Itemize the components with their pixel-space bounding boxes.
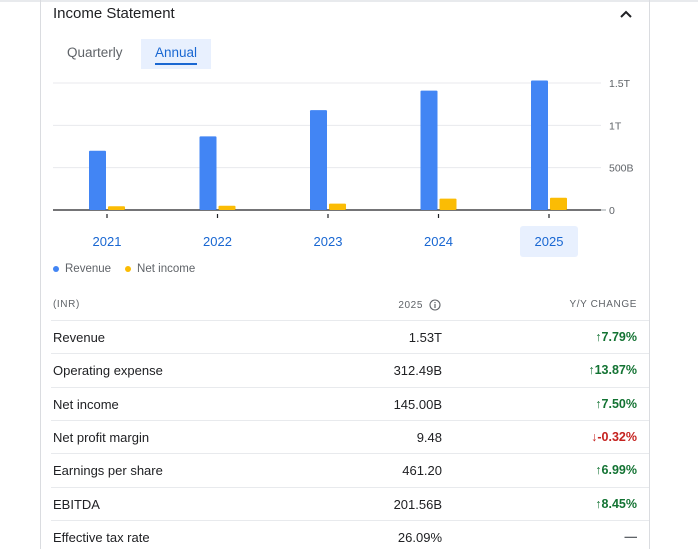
year-label-2024[interactable]: 2024 — [424, 234, 453, 249]
legend-net-income-label: Net income — [137, 263, 196, 275]
revenue-bar — [199, 136, 217, 210]
tab-annual[interactable]: Annual — [141, 39, 211, 69]
card-title: Income Statement — [53, 5, 175, 22]
table-header-year: 2025 — [398, 299, 441, 311]
table-row: Effective tax rate 26.09% — — [51, 519, 649, 554]
table-row: Revenue 1.53T ↑7.79% — [51, 320, 649, 354]
tab-quarterly[interactable]: Quarterly — [67, 45, 123, 60]
revenue-bar — [310, 110, 327, 210]
net-income-bar — [439, 198, 457, 210]
income-statement-card: Income Statement Quarterly Annual 0 500B 1… — [40, 0, 650, 549]
row-label: Earnings per share — [53, 463, 163, 479]
top-divider — [0, 0, 698, 2]
year-label-2023[interactable]: 2023 — [313, 234, 343, 249]
row-change: ↑6.99% — [595, 463, 637, 478]
legend-revenue: Revenue — [53, 263, 111, 275]
table-row: Net profit margin 9.48 ↓-0.32% — [51, 419, 649, 454]
table-header-currency: (INR) — [53, 299, 80, 310]
chevron-up-icon[interactable] — [617, 6, 635, 24]
active-tab-indicator — [155, 63, 197, 65]
year-label-2022[interactable]: 2022 — [203, 234, 232, 249]
table-row: Operating expense 312.49B ↑13.87% — [51, 353, 649, 387]
row-change: ↑7.50% — [595, 396, 637, 411]
net-income-bar — [108, 206, 125, 210]
row-change: ↓-0.32% — [591, 429, 637, 444]
year-label-2021[interactable]: 2021 — [92, 234, 122, 249]
chart-legend: Revenue Net income — [53, 263, 195, 275]
net-income-bar — [550, 197, 567, 210]
net-income-dot-icon — [125, 266, 132, 272]
net-income-bar — [218, 205, 236, 210]
row-label: Revenue — [53, 330, 106, 345]
revenue-bar — [420, 90, 438, 210]
table-row: EBITDA 201.56B ↑8.45% — [51, 486, 649, 521]
row-value: 461.20 — [402, 463, 442, 479]
row-label: Net profit margin — [53, 429, 150, 445]
row-value: 312.49B — [393, 363, 442, 379]
legend-revenue-label: Revenue — [65, 263, 112, 275]
row-change: ↑7.79% — [595, 330, 637, 344]
table-row: Net income 145.00B ↑7.50% — [51, 386, 649, 421]
y-tick-label: 500B — [609, 163, 634, 175]
row-label: Net income — [53, 396, 119, 412]
table-row: Earnings per share 461.20 ↑6.99% — [51, 453, 649, 487]
row-value: 201.56B — [393, 496, 442, 512]
row-value: 9.48 — [416, 429, 442, 445]
revenue-bar — [531, 80, 548, 211]
row-change: — — [624, 529, 638, 544]
table-header-change: Y/Y CHANGE — [569, 299, 637, 310]
year-label-2025[interactable]: 2025 — [520, 226, 578, 257]
y-tick-label: 1.5T — [609, 78, 631, 90]
row-change: ↑13.87% — [588, 363, 637, 378]
row-label: Effective tax rate — [53, 529, 150, 545]
net-income-bar — [329, 203, 346, 210]
y-tick-label: 0 — [609, 205, 615, 217]
y-tick-label: 1T — [609, 120, 622, 132]
row-change: ↑8.45% — [595, 496, 637, 511]
revenue-dot-icon — [53, 266, 59, 272]
tab-annual-label: Annual — [155, 45, 198, 60]
bar-chart: 0 500B 1T 1.5T — [53, 78, 634, 218]
row-value: 145.00B — [393, 396, 442, 412]
row-value: 1.53T — [408, 330, 442, 345]
table-header-year-label: 2025 — [398, 299, 423, 311]
row-label: EBITDA — [53, 496, 100, 512]
legend-net-income: Net income — [125, 263, 195, 275]
info-icon[interactable] — [429, 299, 441, 311]
row-value: 26.09% — [397, 529, 442, 545]
row-label: Operating expense — [53, 363, 163, 379]
revenue-bar — [89, 150, 106, 210]
